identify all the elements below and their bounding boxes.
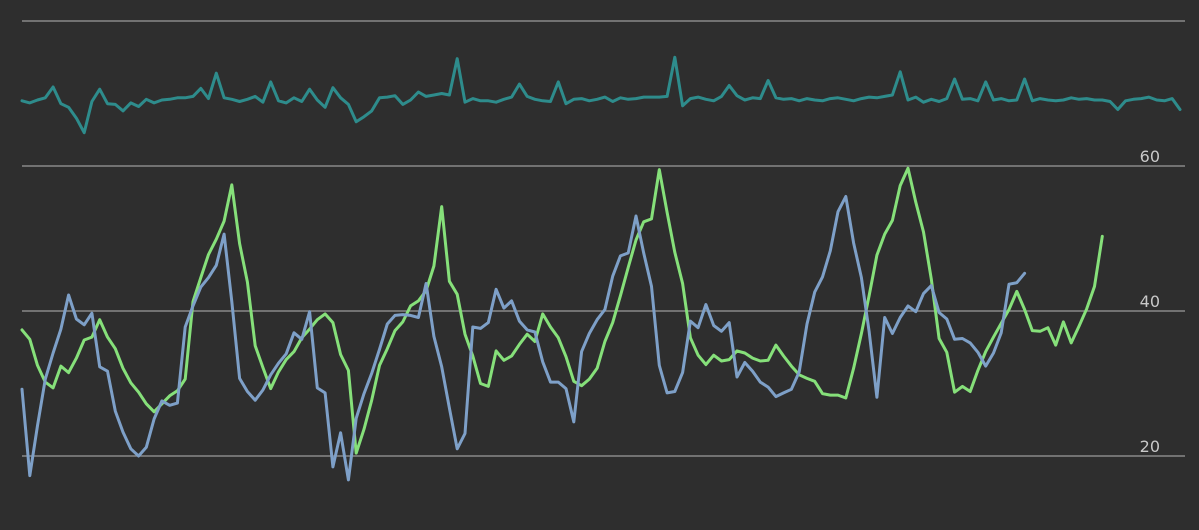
series-blue-line xyxy=(20,195,1027,482)
series-group xyxy=(20,55,1182,482)
y-tick-label-60: 60 xyxy=(1140,147,1160,166)
y-tick-label-40: 40 xyxy=(1140,292,1160,311)
grid-lines xyxy=(22,20,1185,457)
series-teal-line xyxy=(20,55,1182,135)
tick-labels: 20 40 60 xyxy=(1140,147,1160,456)
y-tick-label-20: 20 xyxy=(1140,437,1160,456)
series-green-line xyxy=(20,166,1104,455)
